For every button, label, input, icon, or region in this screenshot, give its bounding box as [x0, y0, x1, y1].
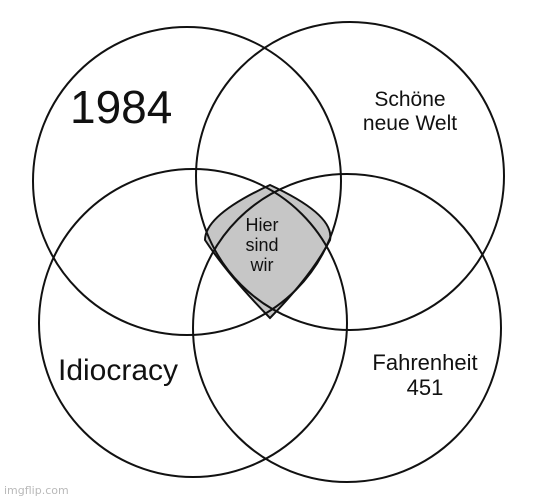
circle-1984 [32, 26, 342, 336]
label-fahrenheit-451-line-1: Fahrenheit [372, 350, 478, 375]
circle-fahrenheit-451 [192, 173, 502, 483]
label-center-line-1: Hier [245, 215, 279, 235]
center-intersection-region [203, 183, 332, 320]
label-center-line-3: wir [250, 255, 274, 276]
label-schoene-neue-welt: Schöne neue Welt [340, 88, 480, 136]
label-idiocracy-line: Idiocracy [58, 354, 179, 387]
label-schoene-neue-welt-line-2: neue Welt [362, 112, 458, 136]
label-fahrenheit-451-line-2: 451 [406, 375, 444, 401]
label-fahrenheit-451: Fahrenheit 451 [355, 350, 495, 401]
circle-schoene-neue-welt [195, 21, 505, 331]
label-center: Hier sind wir [232, 215, 292, 275]
label-1984-line: 1984 [70, 81, 173, 133]
circle-idiocracy [38, 168, 348, 478]
label-1984: 1984 [70, 84, 172, 130]
watermark: imgflip.com [4, 484, 69, 497]
label-schoene-neue-welt-line-1: Schöne [374, 88, 446, 111]
label-center-line-2: sind [245, 235, 279, 256]
label-idiocracy: Idiocracy [58, 356, 178, 386]
